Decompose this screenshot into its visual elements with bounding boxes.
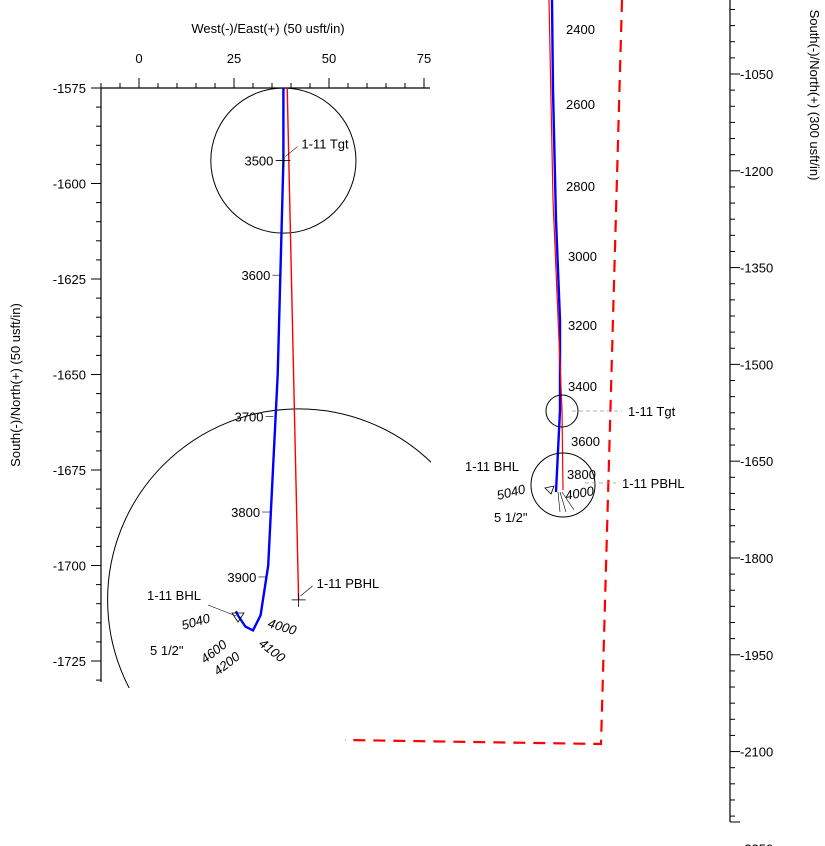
right-y-tick-label: -1350 [740, 261, 773, 276]
overview-pbhl-label: 1-11 PBHL [622, 476, 685, 491]
y-tick-label: -1575 [53, 81, 86, 96]
overview-md-label: 5040 [495, 481, 527, 503]
x-tick-label: 25 [227, 51, 241, 66]
overview-md-label: 3800 [567, 467, 596, 482]
md-label-rotated: 4000 [266, 615, 299, 638]
target-circle [210, 88, 357, 234]
md-label: 3700 [235, 410, 264, 425]
right-y-tick-label: -1650 [740, 454, 773, 469]
md-label: 3600 [241, 268, 270, 283]
right-y-tick-label: -2250 [740, 841, 773, 846]
x-tick-label: 50 [322, 51, 336, 66]
y-tick-label: -1625 [53, 272, 86, 287]
bhl-leader [207, 604, 237, 617]
lease-boundary-dashed [344, 0, 624, 746]
casing-fan-line [561, 491, 575, 511]
right-y-tick-label: -1950 [740, 648, 773, 663]
overview-md-label: 2400 [566, 22, 595, 37]
target-label: 1-11 Tgt [301, 137, 349, 152]
wellbore-series-0 [234, 88, 285, 633]
target-leader [285, 146, 298, 157]
overview-md-label: 4000 [564, 483, 596, 503]
md-label: 3800 [231, 505, 260, 520]
target-circle [107, 408, 431, 688]
overview-plan-panel: -1050 -1200 -1350 -1500 -1650 -1800 -1950 -2100… [344, 0, 822, 846]
overview-md-label: 3400 [568, 379, 597, 394]
right-y-tick-label: -1200 [740, 164, 773, 179]
overview-md-label: 2800 [566, 179, 595, 194]
md-label-rotated: 5040 [180, 610, 213, 633]
md-label: 3500 [244, 154, 273, 169]
casing-fan-line [557, 491, 561, 513]
overview-wellbore-actual [550, 0, 562, 493]
target-label: 1-11 PBHL [317, 576, 380, 591]
bhl-label: 1-11 BHL [147, 588, 201, 603]
y-tick-label: -1675 [53, 463, 86, 478]
y-axis-title: South(-)/North(+) (50 usft/in) [8, 303, 23, 467]
wellbore-series-1 [286, 88, 300, 600]
right-y-tick-label: -1800 [740, 551, 773, 566]
right-y-axis-title: South(-)/North(+) (300 usft/in) [807, 10, 822, 181]
overview-pbhl-circle [530, 452, 596, 518]
casing-label: 5 1/2" [150, 643, 184, 658]
overview-md-label: 3000 [568, 249, 597, 264]
left-plot-area [107, 88, 431, 688]
overview-bhl-label: 1-11 BHL [465, 459, 519, 474]
overview-tgt-label: 1-11 Tgt [628, 404, 676, 419]
triangle-marker-icon [231, 612, 245, 623]
zoomed-plan-panel: 0 25 50 75 West(-)/East(+) (50 usft/in) -1575… [8, 21, 431, 688]
overview-md-label: 2600 [566, 97, 595, 112]
y-tick-label: -1600 [53, 177, 86, 192]
x-axis-title: West(-)/East(+) (50 usft/in) [191, 21, 344, 36]
y-tick-label: -1700 [53, 559, 86, 574]
right-y-tick-label: -1050 [740, 67, 773, 82]
overview-casing-label: 5 1/2" [494, 510, 528, 525]
overview-md-label: 3200 [568, 318, 597, 333]
right-y-tick-label: -1500 [740, 357, 773, 372]
overview-wellbore-plan [548, 0, 564, 491]
x-tick-label: 75 [417, 51, 431, 66]
triangle-marker-icon [544, 485, 555, 495]
target-leader [300, 585, 313, 597]
casing-fan-line [559, 491, 567, 513]
y-tick-label: -1725 [53, 654, 86, 669]
right-y-tick-label: -2100 [740, 745, 773, 760]
x-tick-label: 0 [135, 51, 142, 66]
overview-md-label: 3600 [571, 434, 600, 449]
overview-target-circle [545, 394, 579, 428]
right-plot-area [344, 0, 624, 746]
md-label-rotated: 4100 [256, 636, 289, 666]
md-label: 3900 [227, 570, 256, 585]
y-tick-label: -1650 [53, 368, 86, 383]
